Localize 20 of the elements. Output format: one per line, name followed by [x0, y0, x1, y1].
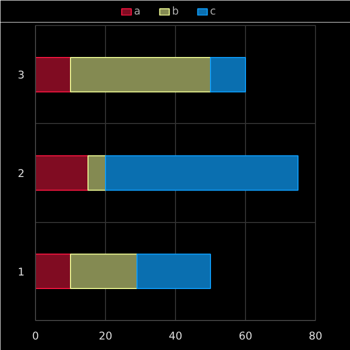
bar [136, 254, 211, 290]
bar [36, 155, 88, 191]
x-tick-label: 80 [308, 330, 322, 342]
x-tick-label: 20 [98, 330, 112, 342]
y-tick-label: 1 [18, 265, 24, 278]
bar [70, 254, 138, 290]
y-tick-label: 2 [18, 167, 24, 180]
x-tick-label: 60 [238, 330, 252, 342]
legend-label: b [172, 4, 180, 18]
bar [105, 155, 298, 191]
legend-label: c [210, 4, 217, 18]
bar [70, 56, 211, 92]
bar [36, 56, 71, 92]
y-tick-label: 3 [18, 68, 24, 82]
bar [210, 56, 246, 92]
legend-label: a [134, 4, 142, 18]
bar [88, 155, 106, 191]
x-tick-label: 0 [32, 330, 40, 342]
bar [36, 254, 71, 290]
x-tick-label: 40 [168, 330, 182, 342]
